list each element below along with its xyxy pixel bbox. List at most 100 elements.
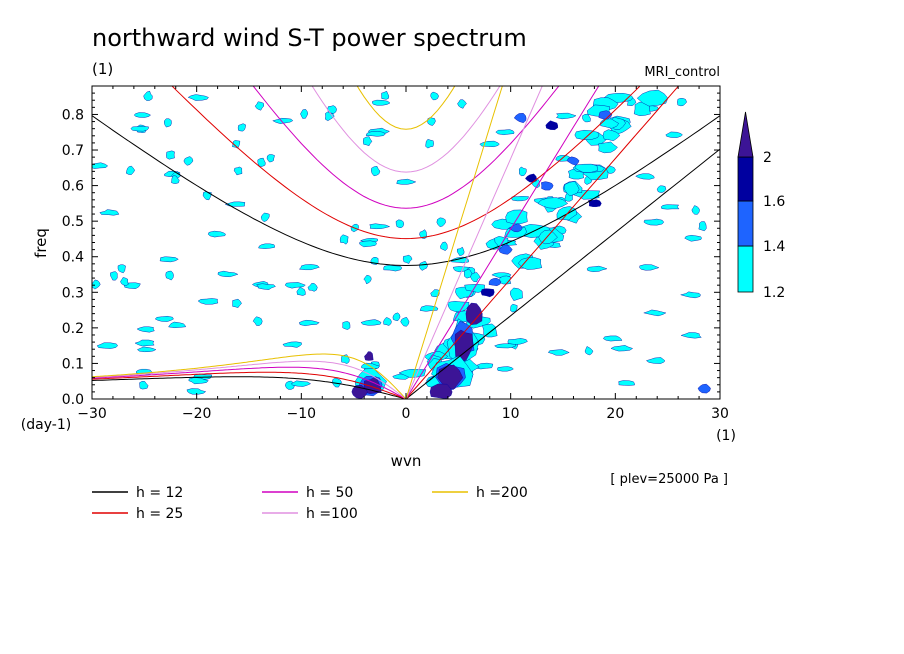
y-tick-label: 0.4 <box>62 250 84 266</box>
noise-speck-5 <box>266 154 275 163</box>
noise-speck-22 <box>237 123 246 132</box>
band-cyan-10 <box>510 287 523 301</box>
noise-speck-17 <box>360 319 382 326</box>
noise-speck-146 <box>325 111 335 122</box>
y-unit-label: (day-1) <box>21 417 71 433</box>
noise-speck-116 <box>369 223 391 230</box>
noise-speck-102 <box>684 234 702 242</box>
x-unit-label: (1) <box>716 428 736 444</box>
noise-speck-105 <box>233 166 243 176</box>
ig-curve-h100 <box>311 86 501 173</box>
band-cyan-46 <box>574 129 600 140</box>
noise-speck-51 <box>643 309 667 317</box>
legend-label: h = 50 <box>306 485 353 501</box>
noise-speck-41 <box>284 282 306 289</box>
noise-speck-6 <box>497 366 514 372</box>
colorbar-label: 1.2 <box>763 285 785 301</box>
colorbar: 1.2 1.4 1.6 2 <box>737 111 785 301</box>
noise-speck-123 <box>298 319 320 327</box>
noise-speck-133 <box>282 341 302 348</box>
band-accent-5 <box>488 277 502 287</box>
noise-speck-114 <box>290 380 312 387</box>
noise-speck-86 <box>396 178 417 185</box>
noise-speck-70 <box>371 166 381 177</box>
noise-speck-111 <box>134 339 155 347</box>
legend-label: h =200 <box>476 485 528 501</box>
ig-curve-h25 <box>171 86 641 240</box>
colorbar-label: 2 <box>763 150 772 166</box>
y-tick-label: 0.0 <box>62 392 84 408</box>
noise-speck-42 <box>217 270 239 278</box>
band-cyan-56 <box>574 163 598 173</box>
noise-speck-143 <box>419 229 428 239</box>
noise-speck-19 <box>183 156 194 166</box>
plot-area <box>91 85 721 400</box>
ig-curve-h200 <box>356 86 456 130</box>
noise-speck-31 <box>359 240 377 248</box>
noise-speck-57 <box>139 381 149 390</box>
y-tick-label: 0.7 <box>62 143 84 159</box>
rossby-curve-h12 <box>92 376 407 399</box>
band-cyan-57 <box>538 229 558 245</box>
ig-curve-h50 <box>252 86 560 209</box>
colorbar-segment <box>737 200 754 247</box>
colorbar-extend-arrow <box>737 111 754 158</box>
noise-speck-94 <box>402 254 413 264</box>
noise-speck-79 <box>427 117 436 126</box>
band-accent-1 <box>507 223 523 233</box>
noise-speck-103 <box>110 271 118 281</box>
noise-speck-100 <box>207 230 226 238</box>
ig-curve-h12 <box>92 115 720 267</box>
noise-speck-118 <box>342 321 351 330</box>
band-cyan-52 <box>518 257 543 270</box>
noise-speck-78 <box>363 274 372 285</box>
band-accent-0 <box>498 244 513 255</box>
x-tick-label: 0 <box>402 406 411 422</box>
noise-speck-26 <box>168 321 187 329</box>
noise-speck-50 <box>166 150 175 160</box>
band-cyan-42 <box>602 129 621 142</box>
x-tick-label: 30 <box>711 406 729 422</box>
chart-subtitle-right: MRI_control <box>644 65 720 80</box>
noise-speck-54 <box>495 129 515 136</box>
noise-speck-59 <box>610 345 634 352</box>
noise-speck-38 <box>665 131 683 138</box>
noise-speck-36 <box>257 157 266 168</box>
y-axis-label: freq <box>32 228 50 258</box>
plot-background <box>92 86 720 399</box>
x-tick-label: −10 <box>287 406 317 422</box>
noise-speck-136 <box>260 212 270 223</box>
noise-speck-0 <box>395 219 405 229</box>
noise-speck-69 <box>92 162 109 169</box>
noise-speck-23 <box>383 317 392 326</box>
noise-speck-52 <box>96 342 118 349</box>
noise-speck-106 <box>272 117 294 124</box>
noise-speck-88 <box>430 91 439 101</box>
noise-speck-77 <box>99 209 120 216</box>
noise-speck-44 <box>254 101 265 111</box>
noise-speck-113 <box>339 234 349 245</box>
noise-speck-7 <box>400 316 410 327</box>
noise-speck-64 <box>584 346 594 356</box>
band-cyan-36 <box>598 141 618 154</box>
band-accent-11 <box>697 383 711 394</box>
noise-speck-91 <box>698 221 707 232</box>
noise-speck-11 <box>677 98 687 107</box>
noise-speck-99 <box>507 338 528 345</box>
y-axis: 0.0 0.1 0.2 0.3 0.4 0.5 0.6 0.7 0.8 <box>62 85 720 408</box>
peak-5 <box>437 364 464 390</box>
x-tick-label: −20 <box>182 406 212 422</box>
plev-annotation: [ plev=25000 Pa ] <box>610 472 728 487</box>
noise-speck-21 <box>133 112 151 118</box>
x-axis: −30 −20 −10 0 10 20 30 <box>77 86 729 422</box>
peak-12 <box>364 351 374 361</box>
noise-speck-30 <box>679 291 701 299</box>
band-accent-8 <box>513 113 527 124</box>
noise-speck-131 <box>457 99 467 109</box>
noise-speck-129 <box>136 326 155 333</box>
noise-speck-110 <box>643 218 665 226</box>
kelvin-curve-h200 <box>405 86 503 399</box>
noise-speck-35 <box>547 349 570 356</box>
noise-speck-16 <box>187 94 209 101</box>
